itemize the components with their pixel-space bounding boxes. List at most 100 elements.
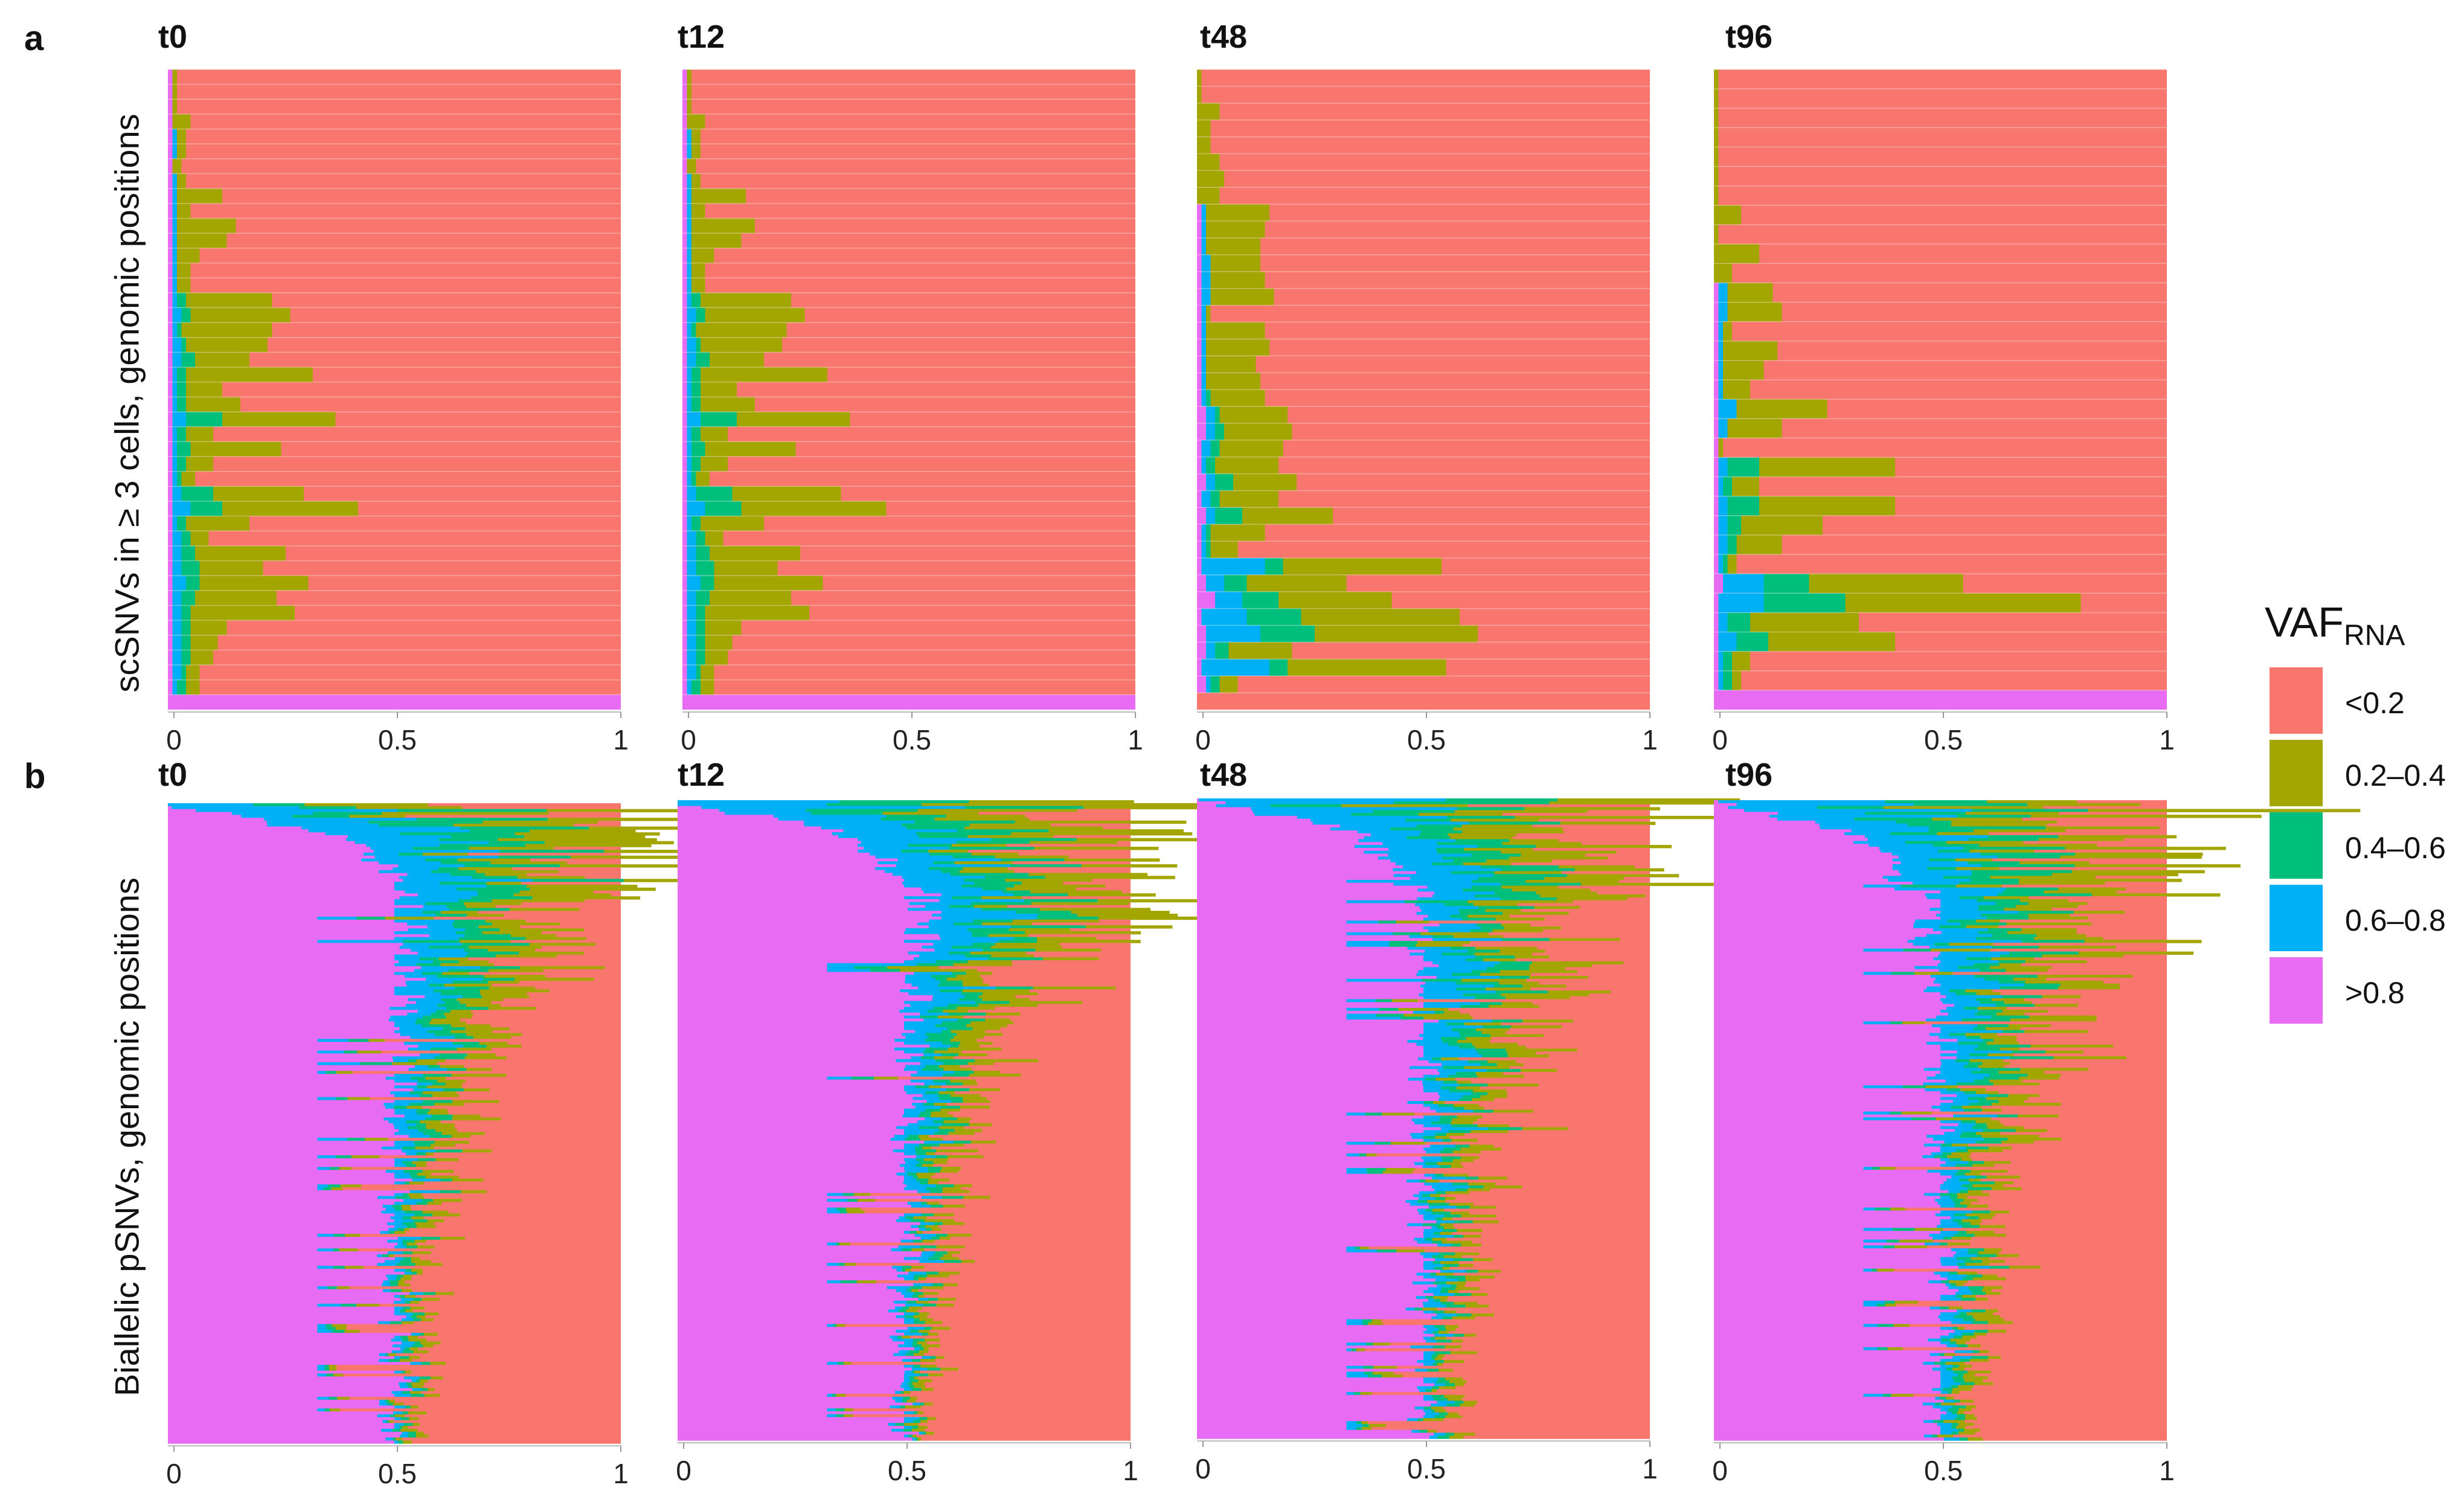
heatmap-cell-gt08 (1197, 1226, 1432, 1230)
heatmap-cell-04-06 (422, 911, 441, 914)
heatmap-cell-02-04 (922, 1146, 932, 1150)
heatmap-cell-02-04 (490, 861, 567, 865)
bar-segment-04-06 (691, 382, 701, 397)
heatmap-row (1714, 896, 2167, 900)
heatmap-cell-06-08 (394, 1158, 419, 1162)
heatmap-cell-lt02 (1488, 932, 1650, 936)
heatmap-cell-06-08 (910, 1004, 948, 1007)
heatmap-cell-04-06 (926, 1187, 943, 1191)
heatmap-row (678, 902, 1131, 906)
heatmap-cell-gt08 (168, 1271, 405, 1276)
heatmap-cell-04-06 (423, 1132, 442, 1135)
heatmap-cell-04-06 (919, 1181, 928, 1185)
heatmap-cell-02-04 (1474, 903, 1518, 907)
heatmap-cell-04-06 (1373, 810, 1455, 813)
heatmap-cell-02-04 (336, 1071, 353, 1074)
heatmap-cell-06-08 (394, 1306, 403, 1310)
heatmap-row (1197, 1266, 1650, 1271)
bar-segment-06-08 (172, 441, 177, 457)
heatmap-cell-04-06 (414, 1213, 433, 1217)
heatmap-row (1197, 1281, 1650, 1285)
heatmap-row (678, 1231, 1131, 1234)
heatmap-cell-06-08 (911, 983, 938, 987)
heatmap-cell-02-04 (429, 1108, 448, 1112)
heatmap-cell-02-04 (484, 975, 546, 978)
heatmap-row (1714, 899, 2167, 903)
heatmap-cell-06-08 (922, 945, 952, 949)
bar-segment-06-08 (687, 679, 691, 695)
heatmap-cell-gt08 (1197, 859, 1391, 863)
heatmap-cell-gt08 (1197, 839, 1359, 842)
bar-segment-04-06 (691, 471, 696, 487)
heatmap-cell-lt02 (1561, 926, 1650, 930)
heatmap-cell-04-06 (1351, 813, 1419, 817)
heatmap-row (168, 1242, 621, 1246)
heatmap-cell-gt08 (168, 1033, 400, 1037)
heatmap-cell-02-04 (911, 1265, 925, 1269)
heatmap-cell-lt02 (1382, 1322, 1650, 1326)
heatmap-cell-lt02 (1470, 1013, 1650, 1017)
heatmap-cell-gt08 (1197, 1433, 1434, 1436)
heatmap-cell-04-06 (1438, 1327, 1446, 1332)
heatmap-cell-gt08 (678, 1207, 827, 1211)
heatmap-cell-06-08 (394, 989, 434, 993)
heatmap-cell-02-04 (1068, 893, 1156, 897)
heatmap-cell-gt08 (678, 1181, 903, 1185)
heatmap-cell-gt08 (1197, 900, 1347, 904)
heatmap-cell-lt02 (1590, 888, 1650, 892)
heatmap-cell-06-08 (394, 908, 450, 911)
heatmap-cell-06-08 (1869, 844, 1933, 847)
heatmap-cell-06-08 (394, 1356, 400, 1359)
heatmap-row (1197, 1179, 1650, 1183)
heatmap-cell-gt08 (1197, 1034, 1419, 1038)
heatmap-cell-gt08 (168, 925, 428, 929)
heatmap-cell-lt02 (995, 1007, 1131, 1010)
heatmap-cell-02-04 (1436, 1077, 1455, 1081)
heatmap-cell-06-08 (904, 931, 972, 935)
heatmap-cell-04-06 (1478, 1051, 1507, 1055)
heatmap-cell-gt08 (1714, 867, 1893, 871)
bar-segment-02-04 (696, 471, 710, 487)
heatmap-row (168, 1010, 621, 1013)
heatmap-cell-04-06 (433, 960, 459, 964)
heatmap-cell-04-06 (948, 1012, 986, 1016)
heatmap-cell-02-04 (1448, 1412, 1458, 1416)
heatmap-cell-06-08 (404, 1114, 432, 1118)
heatmap-cell-lt02 (1029, 817, 1131, 821)
heatmap-cell-04-06 (1437, 842, 1503, 846)
heatmap-cell-gt08 (168, 948, 411, 952)
heatmap-cell-02-04 (927, 1201, 940, 1205)
bar-segment-04-06 (1727, 612, 1750, 632)
heatmap-cell-gt08 (1197, 1019, 1439, 1023)
heatmap-cell-lt02 (1487, 1293, 1650, 1297)
heatmap-cell-lt02 (1496, 1215, 1650, 1218)
heatmap-cell-04-06 (1427, 1369, 1439, 1372)
heatmap-cell-lt02 (929, 1135, 1131, 1138)
bar-segment-lt02 (1391, 591, 1650, 609)
heatmap-row (678, 1385, 1131, 1388)
bar-segment-gt08 (1197, 574, 1206, 592)
heatmap-cell-lt02 (1506, 1031, 1650, 1035)
heatmap-cell-04-06 (1425, 1162, 1437, 1166)
heatmap-cell-04-06 (419, 1094, 433, 1098)
heatmap-cell-06-08 (1199, 798, 1446, 802)
heatmap-cell-04-06 (943, 1073, 969, 1077)
heatmap-cell-gt08 (168, 1298, 401, 1301)
heatmap-cell-02-04 (958, 1044, 980, 1048)
heatmap-cell-02-04 (1036, 937, 1097, 940)
heatmap-cell-04-06 (411, 1175, 426, 1179)
heatmap-cell-04-06 (929, 852, 972, 856)
heatmap-cell-02-04 (529, 943, 595, 946)
heatmap-cell-gt08 (678, 943, 934, 946)
heatmap-row (1197, 813, 1650, 817)
heatmap-cell-gt08 (168, 809, 196, 813)
bar-segment-04-06 (701, 576, 714, 591)
heatmap-cell-gt08 (168, 1042, 404, 1045)
heatmap-cell-04-06 (1443, 1215, 1461, 1218)
bar-segment-02-04 (177, 218, 236, 234)
heatmap-row (168, 1044, 621, 1048)
heatmap-cell-lt02 (1376, 1153, 1650, 1157)
heatmap-cell-02-04 (344, 1330, 360, 1333)
heatmap-cell-04-06 (425, 858, 458, 862)
heatmap-cell-gt08 (1197, 1375, 1347, 1378)
